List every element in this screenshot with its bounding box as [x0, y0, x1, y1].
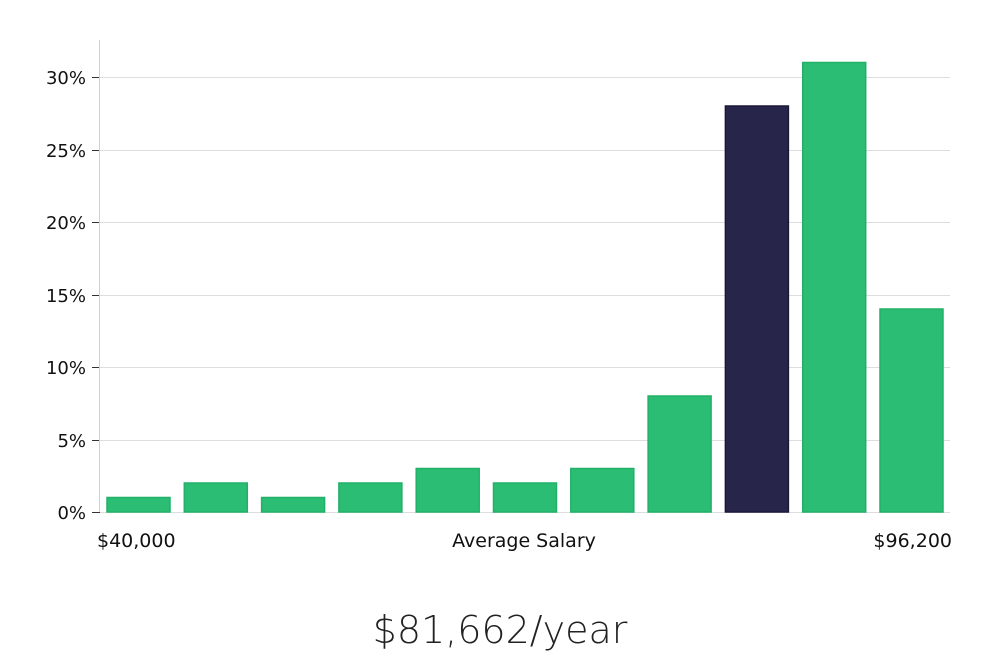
salary-histogram: 0% 5% 10% 15% 20% 25% 30% $40,000 Average Sala…	[46, 40, 952, 552]
bar	[570, 467, 635, 513]
y-tick-label: 5%	[57, 431, 86, 452]
y-axis-ticks: 0% 5% 10% 15% 20% 25% 30%	[46, 68, 100, 524]
bar	[338, 482, 403, 513]
y-tick-label: 30%	[46, 68, 86, 89]
y-tick-label: 10%	[46, 358, 86, 379]
bar	[492, 482, 558, 513]
bars	[106, 61, 944, 513]
bar	[183, 482, 249, 513]
bar	[879, 308, 944, 513]
bar	[415, 467, 480, 513]
bar	[801, 61, 867, 513]
y-tick-label: 15%	[46, 286, 86, 307]
bar	[106, 496, 171, 513]
average-salary-value: $81,662/year	[372, 608, 628, 652]
y-tick-label: 20%	[46, 213, 86, 234]
bar	[260, 496, 326, 513]
y-tick-label: 25%	[46, 141, 86, 162]
grid-lines	[100, 77, 950, 513]
bar	[647, 395, 712, 513]
x-min-label: $40,000	[97, 530, 176, 552]
x-max-label: $96,200	[873, 530, 952, 552]
y-tick-label: 0%	[57, 503, 86, 524]
bar-highlighted	[724, 105, 790, 513]
x-axis-title: Average Salary	[452, 530, 596, 552]
